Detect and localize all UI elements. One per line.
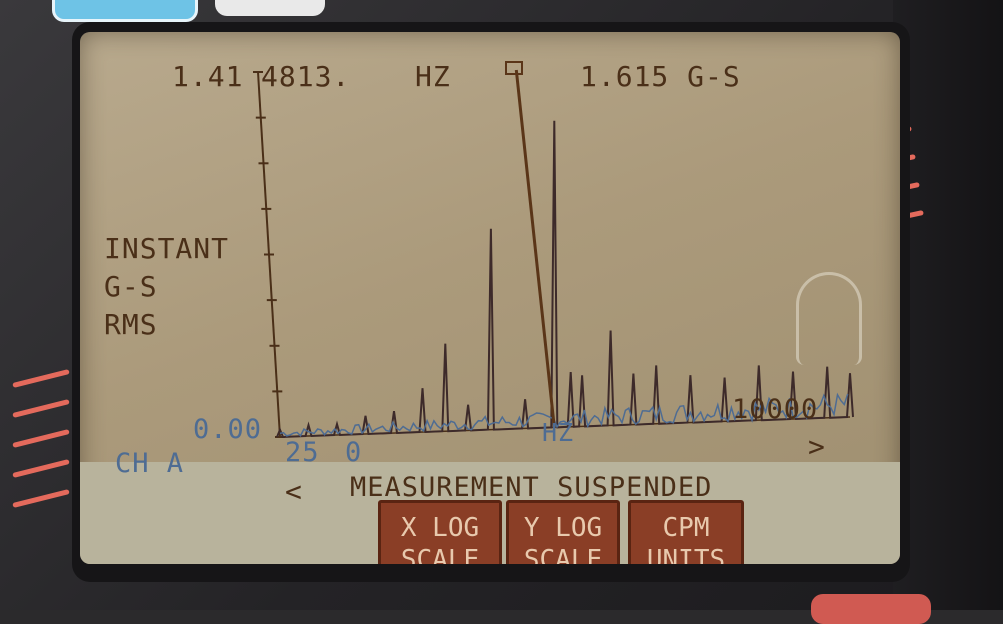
softkey-label-line2: UNITS [646, 545, 726, 564]
softkey-label-line2: SCALE [523, 545, 603, 564]
cursor-marker [505, 61, 523, 75]
zoom-value-secondary: 0 [345, 437, 363, 468]
x-log-scale-softkey[interactable]: X LOG SCALE [378, 500, 502, 564]
readout-amplitude: 1.615 G-S [580, 60, 741, 93]
nav-right-arrow[interactable]: > [808, 430, 826, 463]
y-axis-ticks [253, 71, 285, 438]
device-side [893, 0, 1003, 610]
x-axis-max: 10000 [732, 394, 819, 425]
softkey-label-line1: X LOG [400, 513, 480, 543]
nav-left-arrow[interactable]: < [285, 475, 303, 508]
y-axis-min: 0.00 [193, 414, 263, 445]
y-axis-label-line3: RMS [104, 308, 158, 341]
readout-frequency-unit: HZ [415, 60, 451, 93]
screen-glare [796, 272, 862, 365]
spectrum-plot [253, 61, 854, 439]
softkey-label-line1: Y LOG [523, 513, 603, 543]
top-white-button[interactable] [215, 0, 325, 16]
frequency-cursor [514, 69, 556, 428]
softkey-label-line2: SCALE [400, 545, 480, 564]
y-log-scale-softkey[interactable]: Y LOG SCALE [506, 500, 620, 564]
lcd-screen: 1.41 4813. HZ 1.615 G-S INSTANT G-S RMS … [80, 32, 900, 564]
zoom-value: 25 [285, 437, 320, 468]
status-message: MEASUREMENT SUSPENDED [350, 472, 713, 503]
x-axis-unit: HZ [542, 418, 575, 447]
readout-frequency: 4813. [261, 60, 351, 93]
spectrum-trace [276, 120, 854, 439]
top-blue-button[interactable] [52, 0, 198, 22]
readout-value: 1.41 [172, 60, 244, 93]
bottom-red-button[interactable] [811, 594, 931, 624]
softkey-label-line1: CPM [662, 513, 710, 543]
y-axis-label-line1: INSTANT [104, 232, 230, 265]
y-axis-label-line2: G-S [104, 270, 158, 303]
cpm-units-softkey[interactable]: CPM UNITS [628, 500, 744, 564]
channel-label: CH A [115, 448, 185, 479]
spectrum-noise [279, 392, 849, 437]
